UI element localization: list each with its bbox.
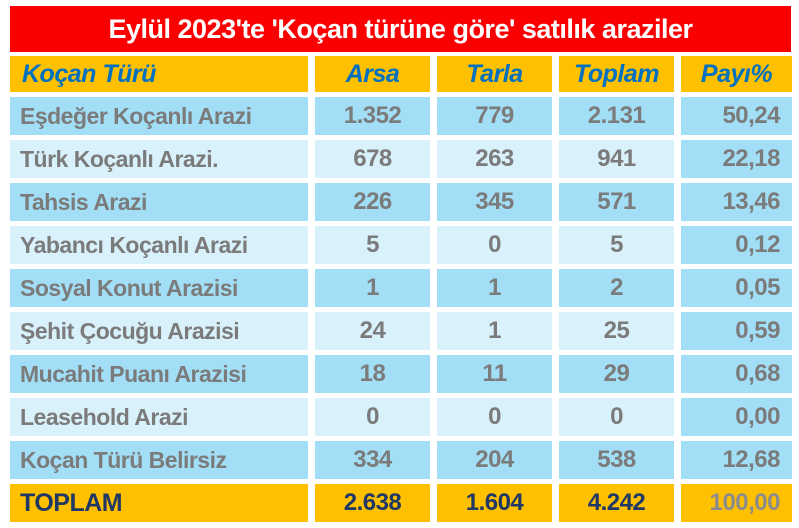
cell-toplam: 25 [559,312,674,350]
cell-payi: 0,12 [681,226,792,264]
row-label: Mucahit Puanı Arazisi [10,355,308,393]
cell-tarla: 1 [437,269,552,307]
row-label: Şehit Çocuğu Arazisi [10,312,308,350]
total-tarla: 1.604 [437,484,552,522]
cell-tarla: 11 [437,355,552,393]
cell-payi: 0,68 [681,355,792,393]
cell-toplam: 29 [559,355,674,393]
column-header-toplam: Toplam [559,56,674,92]
column-header-tarla: Tarla [437,56,552,92]
row-label: Sosyal Konut Arazisi [10,269,308,307]
total-toplam: 4.242 [559,484,674,522]
cell-tarla: 0 [437,398,552,436]
total-label: TOPLAM [10,484,308,522]
cell-tarla: 263 [437,140,552,178]
row-label: Türk Koçanlı Arazi. [10,140,308,178]
cell-tarla: 1 [437,312,552,350]
cell-payi: 22,18 [681,140,792,178]
cell-arsa: 18 [315,355,430,393]
cell-tarla: 204 [437,441,552,479]
cell-toplam: 0 [559,398,674,436]
cell-toplam: 571 [559,183,674,221]
cell-arsa: 334 [315,441,430,479]
total-payi: 100,00 [681,484,792,522]
cell-arsa: 1.352 [315,97,430,135]
cell-tarla: 345 [437,183,552,221]
cell-payi: 0,00 [681,398,792,436]
column-header-arsa: Arsa [315,56,430,92]
cell-toplam: 2.131 [559,97,674,135]
row-label: Eşdeğer Koçanlı Arazi [10,97,308,135]
page-title: Eylül 2023'te 'Koçan türüne göre' satılı… [108,13,694,44]
cell-arsa: 226 [315,183,430,221]
cell-toplam: 941 [559,140,674,178]
cell-toplam: 5 [559,226,674,264]
cell-arsa: 678 [315,140,430,178]
row-label: Leasehold Arazi [10,398,308,436]
total-arsa: 2.638 [315,484,430,522]
cell-toplam: 538 [559,441,674,479]
cell-toplam: 2 [559,269,674,307]
column-header-type: Koçan Türü [10,56,308,92]
cell-tarla: 0 [437,226,552,264]
cell-arsa: 1 [315,269,430,307]
cell-arsa: 24 [315,312,430,350]
column-header-payi: Payı% [681,56,792,92]
row-label: Yabancı Koçanlı Arazi [10,226,308,264]
land-sales-table: Koçan Türü Arsa Tarla Toplam Payı% Eşdeğ… [10,56,792,522]
row-label: Tahsis Arazi [10,183,308,221]
cell-arsa: 0 [315,398,430,436]
row-label: Koçan Türü Belirsiz [10,441,308,479]
cell-payi: 0,05 [681,269,792,307]
cell-tarla: 779 [437,97,552,135]
cell-payi: 50,24 [681,97,792,135]
cell-payi: 13,46 [681,183,792,221]
cell-arsa: 5 [315,226,430,264]
cell-payi: 0,59 [681,312,792,350]
title-banner: Eylül 2023'te 'Koçan türüne göre' satılı… [10,6,791,52]
cell-payi: 12,68 [681,441,792,479]
